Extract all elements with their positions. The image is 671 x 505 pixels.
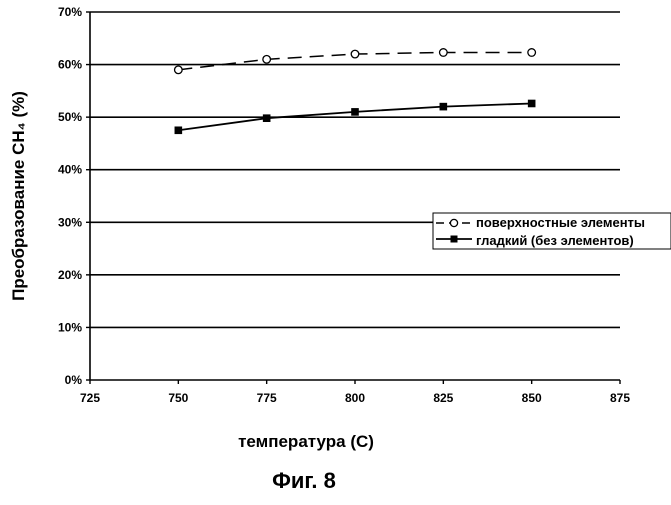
series-0 <box>175 49 536 74</box>
y-tick-label: 30% <box>58 215 82 229</box>
x-tick-label: 800 <box>345 391 365 405</box>
data-point <box>440 49 448 57</box>
data-point <box>351 50 359 58</box>
series-group <box>175 49 536 134</box>
x-tick-labels: 725 750 775 800 825 850 875 <box>80 391 630 405</box>
legend: поверхностные элементы гладкий (без элем… <box>433 213 671 249</box>
y-axis-title: Преобразование СН₄ (%) <box>9 91 28 301</box>
data-point <box>351 108 359 116</box>
data-point <box>263 114 271 122</box>
gridlines <box>90 12 620 327</box>
data-point <box>175 66 183 74</box>
x-tick-label: 750 <box>168 391 188 405</box>
x-tick-label: 850 <box>522 391 542 405</box>
data-point <box>528 49 536 57</box>
y-tick-label: 0% <box>65 373 83 387</box>
data-point <box>528 100 536 108</box>
x-tick-label: 875 <box>610 391 630 405</box>
x-axis-title: температура (С) <box>238 432 374 451</box>
figure-caption: Фиг. 8 <box>272 468 336 493</box>
x-tick-label: 725 <box>80 391 100 405</box>
y-tick-label: 70% <box>58 5 82 19</box>
y-tick-label: 60% <box>58 58 82 72</box>
x-tick-label: 775 <box>257 391 277 405</box>
legend-label-surface: поверхностные элементы <box>476 215 645 230</box>
y-tick-label: 40% <box>58 163 82 177</box>
legend-marker-smooth <box>451 236 458 243</box>
y-tick-label: 10% <box>58 320 82 334</box>
data-point <box>175 126 183 134</box>
x-tick-label: 825 <box>433 391 453 405</box>
y-tick-label: 20% <box>58 268 82 282</box>
y-tick-label: 50% <box>58 110 82 124</box>
legend-label-smooth: гладкий (без элементов) <box>476 233 634 248</box>
data-point <box>263 56 271 64</box>
y-tick-labels: 0% 10% 20% 30% 40% 50% 60% 70% <box>58 5 82 387</box>
data-point <box>440 103 448 111</box>
legend-marker-surface <box>450 219 457 226</box>
